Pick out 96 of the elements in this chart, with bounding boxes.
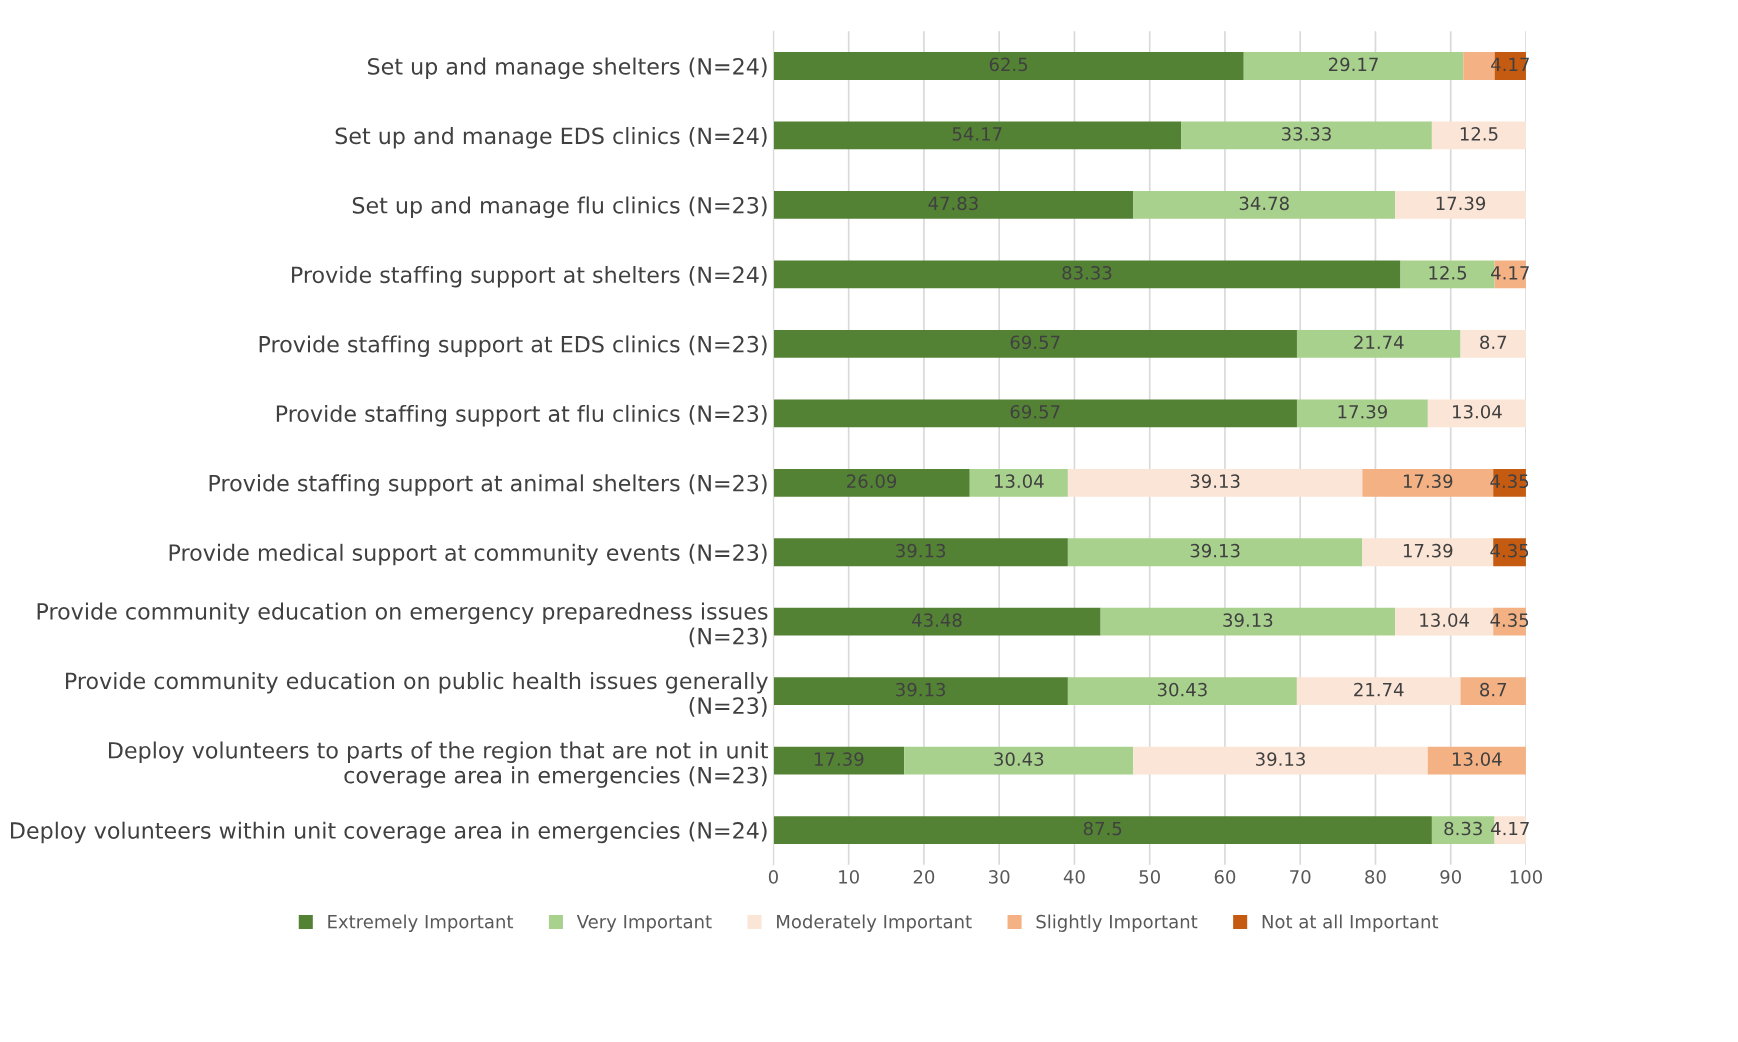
bar bbox=[1296, 329, 1461, 358]
y-tick-label: Provide community education on public health issues generally (N=23) bbox=[66, 672, 768, 717]
data-label: 39.13 bbox=[896, 543, 946, 558]
y-tick-label: Set up and manage shelters (N=24) bbox=[367, 57, 767, 80]
x-tick-label: 70 bbox=[1290, 870, 1311, 884]
bar bbox=[773, 677, 1068, 706]
data-label: 12.5 bbox=[1460, 127, 1498, 141]
data-label: 26.09 bbox=[847, 474, 897, 489]
bar bbox=[1296, 399, 1428, 428]
data-label: 33.33 bbox=[1282, 127, 1331, 141]
data-label: 13.04 bbox=[1420, 613, 1469, 627]
bar bbox=[1427, 746, 1526, 775]
bar bbox=[904, 746, 1134, 775]
data-label: 47.83 bbox=[928, 196, 978, 211]
data-label: 4.17 bbox=[1491, 821, 1529, 836]
bar bbox=[773, 399, 1297, 428]
bar bbox=[1427, 399, 1526, 428]
x-tick-label: 80 bbox=[1365, 870, 1386, 884]
data-label: 21.74 bbox=[1354, 335, 1404, 349]
data-label: 13.04 bbox=[1452, 752, 1502, 766]
bar bbox=[773, 468, 970, 497]
legend-label: Slightly Important bbox=[1036, 914, 1198, 932]
data-label: 39.13 bbox=[1190, 474, 1240, 489]
data-label: 8.33 bbox=[1444, 821, 1482, 836]
data-label: 8.7 bbox=[1480, 335, 1507, 350]
bar bbox=[773, 816, 1432, 845]
bar bbox=[1133, 191, 1396, 219]
data-label: 83.33 bbox=[1062, 265, 1112, 280]
data-label: 21.74 bbox=[1354, 682, 1404, 697]
bar bbox=[773, 607, 1101, 636]
bar bbox=[1296, 677, 1461, 706]
data-label: 69.57 bbox=[1010, 335, 1060, 350]
bar bbox=[773, 52, 1244, 80]
data-label: 13.04 bbox=[994, 474, 1044, 489]
data-label: 43.48 bbox=[912, 613, 962, 627]
bar bbox=[773, 260, 1401, 289]
bar bbox=[1243, 52, 1464, 80]
bar bbox=[1460, 677, 1526, 706]
y-tick-label: Provide community education on emergency preparedness issues (N=23) bbox=[37, 602, 768, 648]
bar bbox=[1395, 191, 1526, 219]
bar bbox=[969, 468, 1068, 497]
bar bbox=[1100, 607, 1396, 636]
data-label: 54.17 bbox=[952, 127, 1002, 141]
data-label: 12.5 bbox=[1429, 265, 1467, 280]
bar bbox=[1067, 468, 1363, 497]
data-label: 8.7 bbox=[1480, 682, 1507, 697]
data-label: 39.13 bbox=[1223, 613, 1273, 627]
data-label: 30.43 bbox=[1157, 682, 1207, 697]
y-tick-label: Set up and manage EDS clinics (N=24) bbox=[335, 127, 767, 149]
legend-label: Moderately Important bbox=[777, 914, 972, 932]
x-tick-label: 100 bbox=[1510, 870, 1542, 884]
legend-label: Extremely Important bbox=[328, 914, 514, 932]
legend-label: Very Important bbox=[576, 915, 712, 932]
x-tick-label: 60 bbox=[1214, 870, 1236, 884]
data-label: 17.39 bbox=[1338, 404, 1387, 419]
data-label: 29.17 bbox=[1328, 57, 1378, 72]
bar bbox=[1133, 746, 1428, 775]
bar bbox=[1460, 329, 1526, 358]
x-tick-label: 0 bbox=[768, 870, 778, 884]
data-label: 17.39 bbox=[1403, 474, 1453, 489]
data-label: 30.43 bbox=[994, 752, 1044, 766]
bar bbox=[1431, 121, 1526, 150]
y-tick-label: Provide staffing support at EDS clinics (N=23) bbox=[259, 335, 767, 357]
bar bbox=[773, 746, 905, 775]
data-label: 13.04 bbox=[1453, 404, 1502, 419]
y-tick-label: Provide staffing support at shelters (N=24) bbox=[292, 265, 767, 288]
x-tick-label: 20 bbox=[913, 870, 935, 884]
y-tick-label: Set up and manage flu clinics (N=23) bbox=[352, 196, 767, 218]
bar bbox=[773, 191, 1134, 219]
bar bbox=[1067, 677, 1297, 706]
bar bbox=[773, 121, 1182, 150]
data-label: 69.57 bbox=[1010, 404, 1060, 419]
data-label: 17.39 bbox=[1403, 543, 1453, 558]
bar bbox=[1067, 538, 1363, 567]
x-tick-label: 30 bbox=[989, 870, 1010, 884]
data-label: 87.5 bbox=[1083, 821, 1122, 836]
data-label: 62.5 bbox=[989, 57, 1028, 72]
data-label: 17.39 bbox=[1436, 196, 1486, 211]
y-tick-label: Deploy volunteers to parts of the region that are not in unit coverage area in emergencies (N=23) bbox=[108, 741, 769, 788]
data-label: 39.13 bbox=[1190, 543, 1240, 558]
y-tick-label: Provide staffing support at flu clinics (N=23) bbox=[276, 404, 767, 427]
y-tick-label: Provide staffing support at animal shelters (N=23) bbox=[209, 474, 767, 496]
y-tick-label: Deploy volunteers within unit coverage area in emergencies (N=24) bbox=[11, 821, 767, 844]
legend-label: Not at all Important bbox=[1262, 914, 1439, 932]
x-tick-label: 40 bbox=[1063, 870, 1085, 884]
bar bbox=[1181, 121, 1432, 150]
data-label: 17.39 bbox=[814, 752, 864, 766]
x-tick-label: 90 bbox=[1440, 870, 1461, 884]
bar bbox=[773, 329, 1297, 358]
x-tick-label: 10 bbox=[839, 870, 859, 884]
data-label: 34.78 bbox=[1239, 196, 1289, 211]
y-tick-label: Provide medical support at community events (N=23) bbox=[169, 543, 767, 566]
bar bbox=[773, 538, 1068, 567]
x-tick-label: 50 bbox=[1139, 870, 1160, 884]
data-label: 39.13 bbox=[896, 682, 946, 697]
data-label: 39.13 bbox=[1256, 752, 1305, 766]
